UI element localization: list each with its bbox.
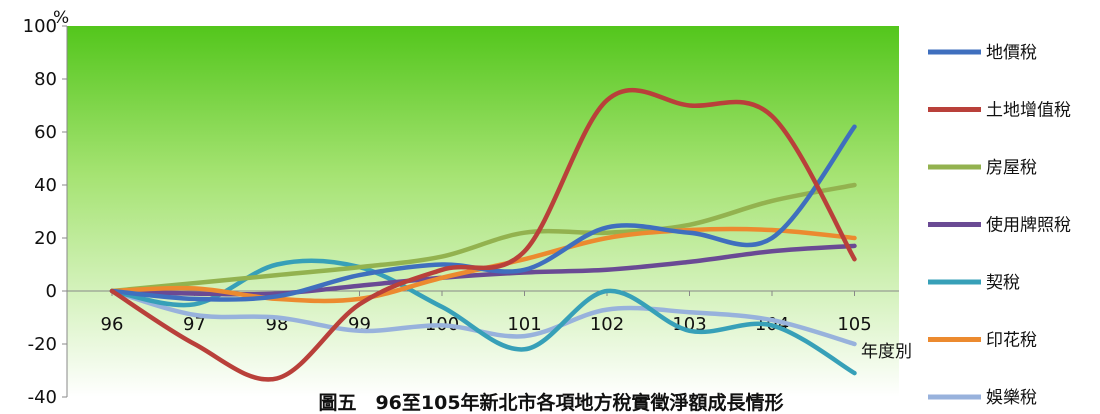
x-tick-label: 105	[837, 314, 871, 335]
legend-label-0: 地價稅	[986, 43, 1037, 63]
y-tick-label: 40	[34, 175, 57, 196]
chart-title: 圖五 96至105年新北市各項地方稅實徵淨額成長情形	[318, 391, 783, 414]
y-axis-unit: %	[53, 8, 69, 28]
legend-label-4: 契稅	[986, 273, 1020, 293]
series-line-4	[109, 258, 857, 376]
y-tick-label: 20	[34, 228, 57, 249]
y-axis: 100 80 60 40 20 0 -20 -40	[23, 16, 68, 408]
y-tick-label: 60	[34, 122, 57, 143]
x-tick-label: 96	[101, 314, 124, 335]
legend-label-1: 土地增值稅	[986, 101, 1071, 121]
legend-label-5: 印花稅	[986, 331, 1037, 351]
x-tick-label: 101	[507, 314, 541, 335]
y-tick-label: 0	[46, 281, 57, 302]
legend-label-3: 使用牌照稅	[986, 215, 1071, 236]
x-tick-label: 97	[183, 314, 206, 335]
series-layer	[109, 87, 857, 382]
y-tick-label: -20	[28, 334, 57, 355]
series-line-1	[109, 87, 857, 382]
y-tick-label: 80	[34, 69, 57, 90]
x-tick-label: 102	[590, 314, 624, 335]
y-tick-label: -40	[28, 387, 57, 408]
x-axis: 96 97 98 99 100 101 102 103 104 105	[67, 290, 899, 335]
x-axis-label: 年度別	[861, 342, 912, 362]
y-tick-label: 100	[23, 16, 57, 37]
legend-label-6: 娛樂稅	[986, 388, 1037, 408]
legend-label-2: 房屋稅	[986, 158, 1037, 178]
series-line-2	[109, 182, 857, 294]
series-line-0	[109, 124, 857, 302]
